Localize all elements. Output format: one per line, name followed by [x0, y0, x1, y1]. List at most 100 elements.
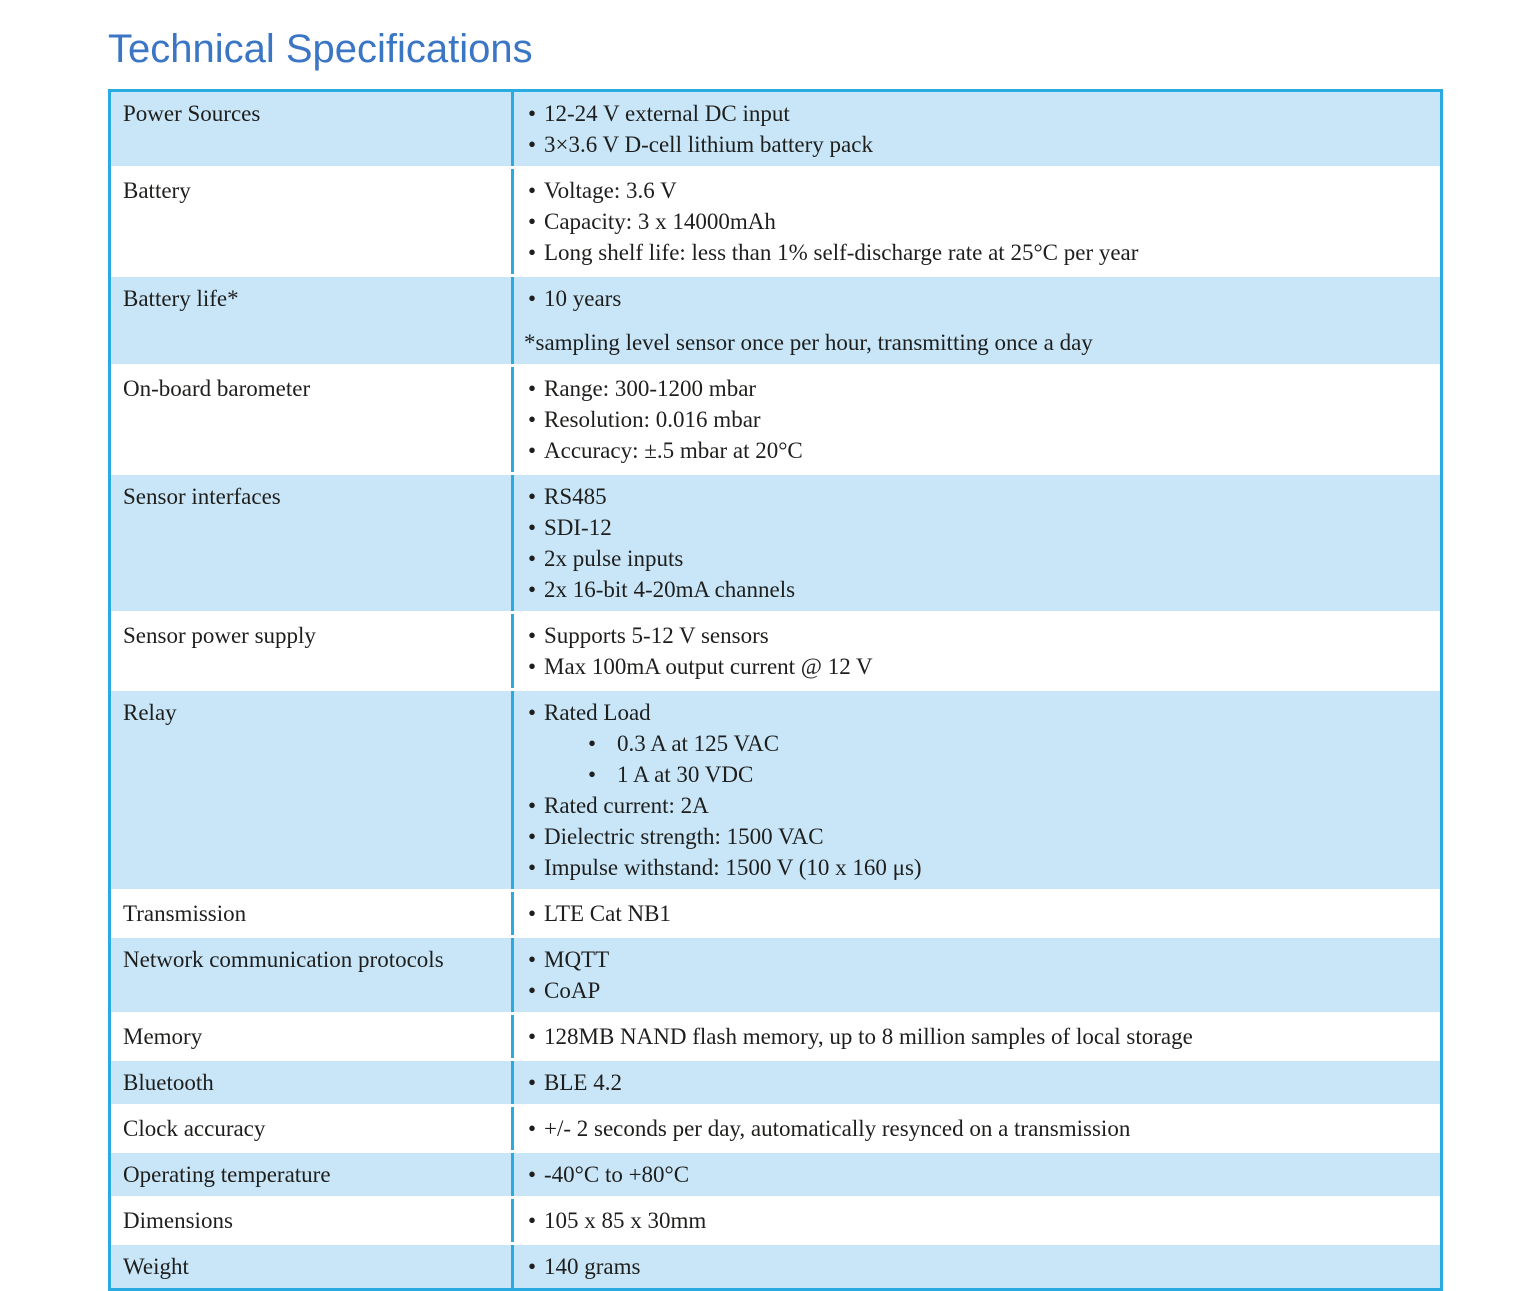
bullet-icon: • — [528, 1208, 537, 1233]
spec-label: Battery life* — [111, 277, 511, 364]
bullet-line: • Range: 300-1200 mbar — [514, 373, 1426, 404]
bullet-icon: • — [528, 209, 537, 234]
bullet-icon: • — [528, 793, 537, 818]
spec-label: Network communication protocols — [111, 938, 511, 1012]
spec-text: +/- 2 seconds per day, automatically res… — [544, 1116, 1131, 1141]
bullet-line: • LTE Cat NB1 — [514, 898, 1426, 929]
bullet-icon: • — [528, 1116, 537, 1141]
spec-text: Resolution: 0.016 mbar — [544, 407, 761, 432]
footnote-line: *sampling level sensor once per hour, tr… — [514, 327, 1426, 358]
spec-label: Weight — [111, 1245, 511, 1288]
spec-label: Memory — [111, 1015, 511, 1058]
table-row: Transmission • LTE Cat NB1 — [111, 892, 1440, 935]
spec-label: Dimensions — [111, 1199, 511, 1242]
spec-label: Clock accuracy — [111, 1107, 511, 1150]
table-row: Sensor interfaces • RS485 • SDI-12 • 2x pulse … — [111, 475, 1440, 611]
spec-text: LTE Cat NB1 — [544, 901, 671, 926]
bullet-icon: • — [528, 700, 537, 725]
bullet-icon: • — [588, 762, 597, 787]
bullet-icon: • — [528, 546, 537, 571]
bullet-icon: • — [528, 286, 537, 311]
spec-text: 2x 16-bit 4-20mA channels — [544, 577, 796, 602]
bullet-icon: • — [528, 577, 537, 602]
table-row: Battery • Voltage: 3.6 V • Capacity: 3 x 140… — [111, 169, 1440, 274]
bullet-line: • SDI-12 — [514, 512, 1426, 543]
spec-text: 128MB NAND flash memory, up to 8 million… — [544, 1024, 1193, 1049]
spec-text: CoAP — [544, 978, 601, 1003]
bullet-line: • Long shelf life: less than 1% self-disc… — [514, 237, 1426, 268]
table-row: Weight • 140 grams — [111, 1245, 1440, 1288]
bullet-line: • Impulse withstand: 1500 V (10 x 160 μs) — [514, 852, 1426, 883]
bullet-line: • -40°C to +80°C — [514, 1159, 1426, 1190]
spec-value-cell: • 140 grams — [511, 1245, 1440, 1288]
spec-text: SDI-12 — [544, 515, 612, 540]
spec-label: Bluetooth — [111, 1061, 511, 1104]
table-row: Dimensions • 105 x 85 x 30mm — [111, 1199, 1440, 1242]
bullet-icon: • — [528, 1024, 537, 1049]
spec-text: Impulse withstand: 1500 V (10 x 160 μs) — [544, 855, 922, 880]
spec-label: Power Sources — [111, 92, 511, 166]
spec-label: On-board barometer — [111, 367, 511, 472]
spec-text: Capacity: 3 x 14000mAh — [544, 209, 776, 234]
bullet-icon: • — [528, 240, 537, 265]
spec-label: Sensor interfaces — [111, 475, 511, 611]
spec-label: Sensor power supply — [111, 614, 511, 688]
spec-text: MQTT — [544, 947, 610, 972]
bullet-line: • 140 grams — [514, 1251, 1426, 1282]
spec-text: Max 100mA output current @ 12 V — [544, 654, 873, 679]
spec-text: 1 A at 30 VDC — [617, 762, 754, 787]
bullet-icon: • — [528, 901, 537, 926]
spec-value-cell: • Range: 300-1200 mbar • Resolution: 0.016 … — [511, 367, 1440, 472]
bullet-icon: • — [528, 515, 537, 540]
bullet-icon: • — [528, 1254, 537, 1279]
bullet-icon: • — [528, 824, 537, 849]
spec-text: Supports 5-12 V sensors — [544, 623, 769, 648]
spec-value-cell: • 10 years *sampling level sensor once per… — [511, 277, 1440, 364]
bullet-icon: • — [528, 376, 537, 401]
spec-text: Accuracy: ±.5 mbar at 20°C — [544, 438, 803, 463]
bullet-icon: • — [588, 731, 597, 756]
spec-text: Dielectric strength: 1500 VAC — [544, 824, 824, 849]
spec-value-cell: • +/- 2 seconds per day, automatically re… — [511, 1107, 1440, 1150]
table-row: Operating temperature • -40°C to +80°C — [111, 1153, 1440, 1196]
spec-label: Transmission — [111, 892, 511, 935]
bullet-line: • Rated current: 2A — [514, 790, 1426, 821]
bullet-icon: • — [528, 438, 537, 463]
spec-value-cell: • 105 x 85 x 30mm — [511, 1199, 1440, 1242]
bullet-line: • 105 x 85 x 30mm — [514, 1205, 1426, 1236]
table-row: On-board barometer • Range: 300-1200 mbar •… — [111, 367, 1440, 472]
bullet-icon: • — [528, 855, 537, 880]
spec-value-cell: • Rated Load • 0.3 A at 125 VAC • 1 A at 30 V… — [511, 691, 1440, 889]
bullet-icon: • — [528, 178, 537, 203]
spec-text: 140 grams — [544, 1254, 641, 1279]
bullet-line: • Accuracy: ±.5 mbar at 20°C — [514, 435, 1426, 466]
table-row: Clock accuracy • +/- 2 seconds per day, au… — [111, 1107, 1440, 1150]
spec-value-cell: • 128MB NAND flash memory, up to 8 millio… — [511, 1015, 1440, 1058]
bullet-line: • Supports 5-12 V sensors — [514, 620, 1426, 651]
spec-text: 2x pulse inputs — [544, 546, 684, 571]
bullet-line: • BLE 4.2 — [514, 1067, 1426, 1098]
bullet-line: • 0.3 A at 125 VAC — [514, 728, 1426, 759]
spec-text: Rated current: 2A — [544, 793, 709, 818]
table-row: Relay • Rated Load • 0.3 A at 125 VAC • 1 A at… — [111, 691, 1440, 889]
spec-value-cell: • LTE Cat NB1 — [511, 892, 1440, 935]
bullet-line: • Resolution: 0.016 mbar — [514, 404, 1426, 435]
spec-text: -40°C to +80°C — [544, 1162, 690, 1187]
spec-value-cell: • -40°C to +80°C — [511, 1153, 1440, 1196]
bullet-icon: • — [528, 654, 537, 679]
spec-text: *sampling level sensor once per hour, tr… — [524, 330, 1093, 355]
spec-label: Battery — [111, 169, 511, 274]
spec-value-cell: • 12-24 V external DC input • 3×3.6 V D-cel… — [511, 92, 1440, 166]
table-row: Sensor power supply • Supports 5-12 V sens… — [111, 614, 1440, 688]
bullet-line: • 3×3.6 V D-cell lithium battery pack — [514, 129, 1426, 160]
table-row: Power Sources • 12-24 V external DC input •… — [111, 92, 1440, 166]
bullet-icon: • — [528, 407, 537, 432]
spec-text: Rated Load — [544, 700, 651, 725]
spec-value-cell: • MQTT • CoAP — [511, 938, 1440, 1012]
bullet-line: • Capacity: 3 x 14000mAh — [514, 206, 1426, 237]
bullet-line: • 10 years — [514, 283, 1426, 314]
spec-label: Operating temperature — [111, 1153, 511, 1196]
bullet-icon: • — [528, 101, 537, 126]
bullet-line: • CoAP — [514, 975, 1426, 1006]
